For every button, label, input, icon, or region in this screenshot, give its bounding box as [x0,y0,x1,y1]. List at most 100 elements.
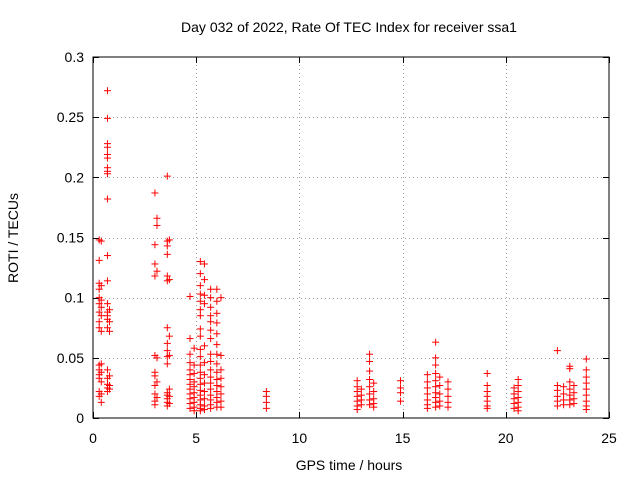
data-point [357,385,365,393]
data-point [165,351,173,359]
data-point [514,388,522,396]
data-point [566,385,574,393]
data-point [207,385,215,393]
data-point [370,403,378,411]
data-point [97,390,105,398]
data-point [444,403,452,411]
data-point [103,143,111,151]
data-point [423,404,431,412]
data-point [95,300,103,308]
y-axis-label: ROTI / TECUs [5,193,21,283]
y-tick-label: 0.1 [65,290,85,306]
data-point [514,382,522,390]
data-point [366,401,374,409]
x-tick-label: 25 [601,430,617,446]
data-point [432,403,440,411]
data-point [200,406,208,414]
data-point [196,306,204,314]
data-point [153,267,161,275]
data-point [200,342,208,350]
data-point [397,389,405,397]
y-tick-label: 0.15 [57,230,84,246]
data-point [163,324,171,332]
data-point [207,285,215,293]
data-point [200,300,208,308]
data-point [95,285,103,293]
data-points [95,87,590,415]
data-point [97,368,105,376]
data-point [153,214,161,222]
data-point [207,366,215,374]
data-point [582,366,590,374]
data-point [165,276,173,284]
data-point [196,290,204,298]
data-point [186,359,194,367]
x-tick-label: 15 [395,430,411,446]
data-point [165,400,173,408]
data-point [190,361,198,369]
data-point [423,390,431,398]
data-point [553,386,561,394]
data-point [196,353,204,361]
data-point [582,379,590,387]
data-point [196,407,204,415]
data-point [165,385,173,393]
data-point [196,368,204,376]
data-point [207,379,215,387]
data-point [207,318,215,326]
tick-labels: 0 5 10 15 20 25 0 0.05 0.1 0.15 0.2 0.25 0.3 [57,49,617,446]
data-point [151,189,159,197]
data-point [106,306,114,314]
data-point [186,350,194,358]
data-point [207,294,215,302]
data-point [103,195,111,203]
data-point [190,344,198,352]
data-point [582,406,590,414]
data-point [366,390,374,398]
data-point [207,373,215,381]
data-point [570,382,578,390]
data-point [397,377,405,385]
data-point [566,401,574,409]
data-point [151,372,159,380]
data-point [196,332,204,340]
data-point [97,378,105,386]
data-point [151,241,159,249]
data-point [95,324,103,332]
data-point [582,355,590,363]
data-point [165,236,173,244]
data-point [106,327,114,335]
data-point [262,398,270,406]
data-point [103,300,111,308]
data-point [186,335,194,343]
data-point [165,332,173,340]
data-point [553,402,561,410]
data-point [207,357,215,365]
x-tick-label: 0 [89,430,97,446]
data-point [366,383,374,391]
data-point [151,390,159,398]
data-point [213,309,221,317]
data-point [432,377,440,385]
data-point [97,312,105,320]
data-point [106,318,114,326]
data-point [190,369,198,377]
data-point [370,388,378,396]
data-point [103,252,111,260]
data-point [510,404,518,412]
data-point [483,404,491,412]
data-point [207,326,215,334]
data-point [353,406,361,414]
data-point [213,388,221,396]
data-point [213,368,221,376]
data-point [213,350,221,358]
data-point [95,318,103,326]
data-point [213,375,221,383]
data-point [560,390,568,398]
data-point [163,339,171,347]
data-point [200,371,208,379]
data-point [207,303,215,311]
data-point [262,392,270,400]
data-point [196,282,204,290]
y-tick-label: 0.3 [65,49,85,65]
